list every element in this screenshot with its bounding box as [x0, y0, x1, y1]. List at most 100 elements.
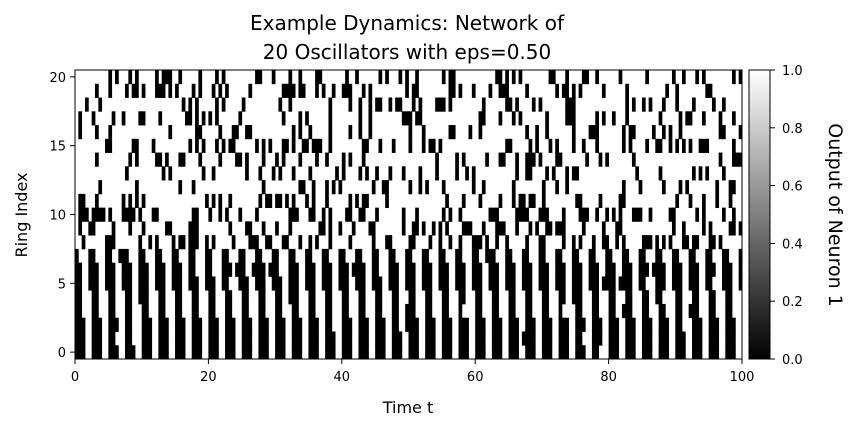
heatmap-cell: [681, 138, 686, 153]
heatmap-cell: [495, 70, 499, 85]
heatmap-cell: [375, 166, 379, 181]
heatmap-cell: [408, 317, 413, 332]
heatmap-cell: [475, 276, 479, 291]
heatmap-cell: [528, 138, 533, 153]
heatmap-cell: [478, 235, 483, 250]
heatmap-cell: [461, 193, 466, 209]
heatmap-cell: [81, 235, 86, 250]
heatmap-cell: [481, 317, 486, 332]
heatmap-cell: [638, 180, 643, 195]
heatmap-cell: [415, 111, 419, 126]
heatmap-cell: [408, 138, 413, 153]
heatmap-cell: [431, 221, 436, 236]
heatmap-cell: [445, 303, 449, 319]
heatmap-cell: [315, 317, 319, 332]
heatmap-cell: [195, 290, 199, 305]
heatmap-cell: [408, 331, 413, 346]
heatmap-cell: [495, 235, 499, 250]
heatmap-cell: [561, 235, 566, 250]
heatmap-cell: [728, 262, 733, 277]
heatmap-cell: [698, 166, 703, 181]
heatmap-cell: [165, 317, 169, 332]
heatmap-cell: [361, 317, 366, 332]
heatmap-cell: [198, 152, 203, 167]
heatmap-cell: [391, 276, 396, 291]
heatmap-cell: [241, 331, 246, 346]
x-tick-label: 40: [334, 370, 351, 385]
heatmap-cell: [732, 331, 736, 346]
heatmap-cell: [145, 331, 149, 346]
heatmap-cell: [658, 262, 663, 277]
heatmap-cell: [385, 235, 389, 250]
heatmap-cell: [655, 138, 660, 153]
heatmap-cell: [355, 276, 359, 291]
heatmap-cell: [365, 331, 369, 346]
heatmap-cell: [311, 262, 316, 277]
heatmap-cell: [688, 111, 693, 126]
heatmap-cell: [691, 331, 696, 346]
heatmap-cell: [138, 262, 143, 277]
heatmap-cell: [298, 152, 303, 167]
heatmap-cell: [245, 152, 249, 167]
heatmap-cell: [348, 152, 353, 167]
heatmap-cell: [341, 345, 346, 360]
heatmap-cell: [575, 317, 579, 332]
heatmap-cell: [198, 70, 203, 85]
heatmap-cell: [371, 235, 376, 250]
heatmap-cell: [705, 138, 710, 153]
heatmap-cell: [225, 276, 229, 291]
heatmap-cell: [131, 138, 136, 153]
heatmap-cell: [508, 345, 513, 360]
heatmap-cell: [591, 290, 596, 305]
y-tick-label: 0: [58, 346, 66, 361]
heatmap-cell: [205, 248, 209, 264]
heatmap-cell: [388, 166, 393, 181]
heatmap-cell: [541, 303, 546, 319]
heatmap-cell: [141, 317, 146, 332]
heatmap-cell: [661, 317, 666, 332]
heatmap-cell: [308, 317, 313, 332]
heatmap-cell: [281, 345, 286, 360]
heatmap-cell: [115, 317, 119, 332]
heatmap-cell: [581, 70, 586, 85]
heatmap-cell: [475, 317, 479, 332]
heatmap-cell: [211, 290, 216, 305]
heatmap-cell: [268, 235, 273, 250]
heatmap-cell: [165, 221, 169, 236]
heatmap-cell: [498, 152, 503, 167]
heatmap-cell: [658, 138, 663, 153]
heatmap-cell: [361, 207, 366, 222]
heatmap-cell: [211, 166, 216, 181]
heatmap-cell: [678, 290, 683, 305]
heatmap-cell: [298, 317, 303, 332]
heatmap-cell: [691, 248, 696, 264]
heatmap-cell: [701, 193, 706, 209]
heatmap-cell: [121, 111, 126, 126]
heatmap-cell: [415, 331, 419, 346]
heatmap-cell: [91, 303, 96, 319]
heatmap-cell: [578, 235, 583, 250]
heatmap-cell: [521, 331, 526, 346]
heatmap-cell: [155, 262, 159, 277]
heatmap-cell: [345, 331, 349, 346]
heatmap-cell: [375, 290, 379, 305]
x-axis-title: Time t: [382, 398, 434, 417]
heatmap-cell: [441, 303, 446, 319]
heatmap-cell: [538, 276, 543, 291]
heatmap-cell: [345, 207, 349, 222]
heatmap-cell: [255, 262, 259, 277]
heatmap-cell: [665, 317, 670, 332]
heatmap-cell: [441, 317, 446, 332]
heatmap-cell: [195, 235, 199, 250]
heatmap-cell: [225, 248, 229, 264]
heatmap-cell: [311, 345, 316, 360]
heatmap-cell: [625, 83, 629, 98]
heatmap-cell: [421, 248, 426, 264]
heatmap-cell: [541, 235, 546, 250]
heatmap-cell: [275, 331, 279, 346]
heatmap-cell: [208, 303, 213, 319]
heatmap-cell: [611, 207, 616, 222]
heatmap-cell: [718, 125, 723, 140]
heatmap-cell: [448, 331, 453, 346]
heatmap-cell: [338, 262, 343, 277]
